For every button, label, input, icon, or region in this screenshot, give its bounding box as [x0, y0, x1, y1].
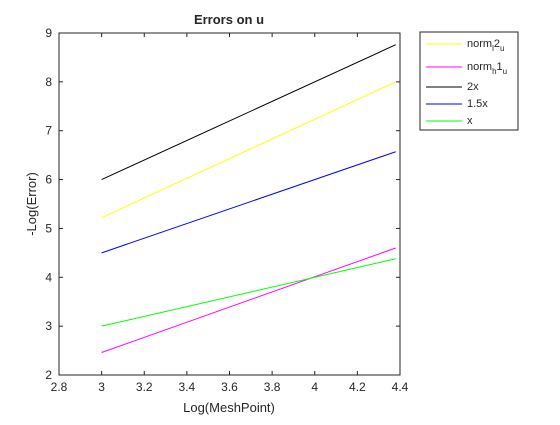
legend-label-1: normh1u [467, 61, 507, 76]
x-tick-label: 4.2 [349, 380, 366, 394]
legend: norml2u normh1u 2x 1.5x x [419, 31, 519, 131]
x-tick-label: 3.6 [221, 380, 238, 394]
legend-label-3: 1.5x [467, 98, 488, 110]
series-line-0 [101, 81, 396, 219]
x-tick-label: 3.4 [179, 380, 196, 394]
x-axis-label: Log(MeshPoint) [183, 400, 275, 415]
x-tick-label: 2.8 [51, 380, 68, 394]
y-tick-label: 3 [45, 319, 52, 333]
legend-box [419, 31, 519, 131]
y-tick-label: 5 [45, 221, 52, 235]
y-tick-label: 9 [45, 26, 52, 40]
series-lines [101, 44, 396, 353]
series-line-3 [101, 151, 396, 254]
x-tick-label: 4 [311, 380, 318, 394]
y-axis-label: -Log(Error) [24, 172, 39, 236]
x-tick-label: 3.2 [136, 380, 153, 394]
legend-label-4: x [467, 115, 473, 127]
y-tick-label: 4 [45, 270, 52, 284]
legend-label-0: norml2u [467, 38, 504, 53]
x-tick-label: 3 [98, 380, 105, 394]
x-axis-ticks: 2.8 3 3.2 3.4 3.6 3.8 4 4.2 4.4 [51, 33, 409, 394]
legend-label-2: 2x [467, 81, 479, 93]
x-tick-label: 4.4 [392, 380, 409, 394]
y-tick-label: 8 [45, 75, 52, 89]
y-tick-label: 6 [45, 173, 52, 187]
series-line-1 [101, 247, 396, 353]
plot-area [58, 32, 401, 376]
series-line-4 [101, 258, 396, 327]
y-axis-ticks: 2 3 4 5 6 7 8 9 [45, 26, 400, 382]
series-line-2 [101, 44, 396, 181]
y-tick-label: 7 [45, 124, 52, 138]
chart-title: Errors on u [194, 12, 264, 27]
y-tick-label: 2 [45, 368, 52, 382]
x-tick-label: 3.8 [264, 380, 281, 394]
